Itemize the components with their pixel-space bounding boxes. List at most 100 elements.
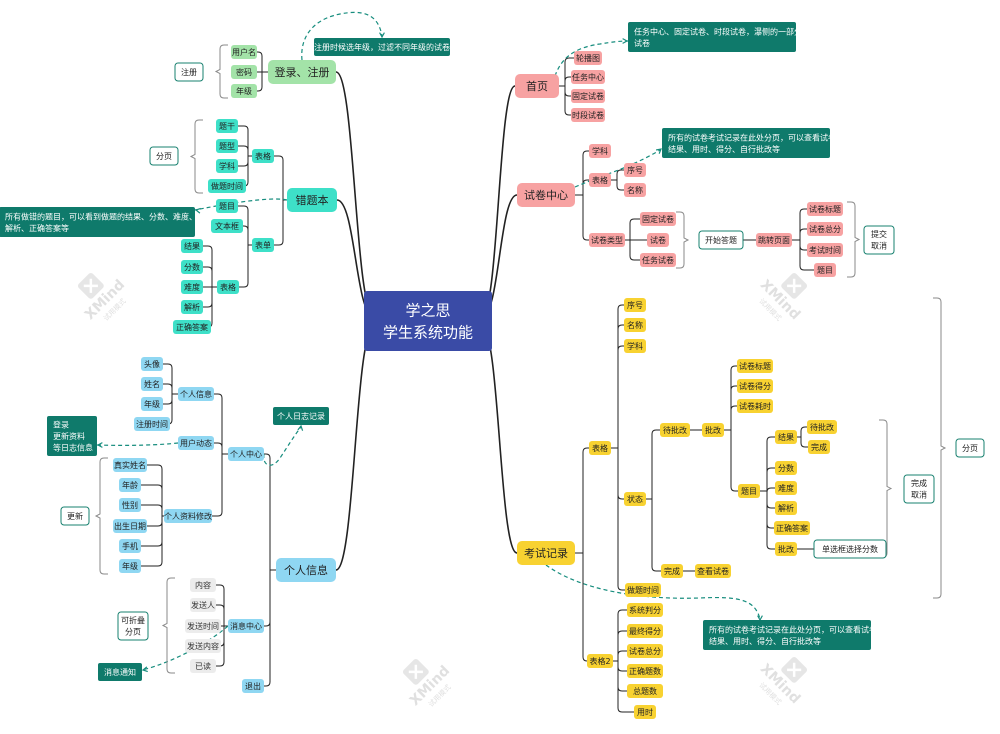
record-table-item-0[interactable]: 序号 [624,298,646,312]
exam-record-note[interactable]: 所有的试卷考试记录在此处分页，可以查看试卷结果、用时、得分、自行批改等 [703,620,877,650]
wrong-table-item-3[interactable]: 做题时间 [208,179,246,193]
jump-item-2[interactable]: 考试时间 [807,243,843,257]
wrong-table-item-0[interactable]: 题干 [216,119,238,133]
profile-modify-item-0[interactable]: 真实姓名 [113,458,147,472]
profile-modify-item-2[interactable]: 性别 [119,498,141,512]
jump-item-1[interactable]: 试卷总分 [807,222,843,236]
record-table2[interactable]: 表格2 [587,654,613,668]
wrong-book-note[interactable]: 所有做错的题目，可以看到做题的结果、分数、难度、解析、正确答案等 [0,207,197,237]
branch-exam-center[interactable]: 试卷中心 [517,183,575,207]
login-field-2[interactable]: 年级 [231,84,257,98]
status-pending[interactable]: 待批改 [660,423,690,437]
result-node[interactable]: 结果 [775,430,797,444]
home-item-0[interactable]: 轮播图 [574,51,602,65]
profile-modify-item-5[interactable]: 年级 [119,559,141,573]
question-item-0[interactable]: 分数 [775,461,797,475]
personal-center[interactable]: 个人中心 [228,447,264,461]
message-item-1[interactable]: 发送人 [190,598,216,612]
result-done[interactable]: 完成 [808,440,830,454]
branch-login[interactable]: 登录、注册 [268,60,336,84]
profile-modify-item-4[interactable]: 手机 [119,539,141,553]
jump-item-0[interactable]: 试卷标题 [807,202,843,216]
question-node[interactable]: 题目 [738,484,760,498]
wrong-form-table-item-1[interactable]: 分数 [181,260,203,274]
personal-log-note[interactable]: 个人日志记录 [273,407,329,425]
message-item-3[interactable]: 发送内容 [185,639,221,653]
status-done[interactable]: 完成 [661,564,683,578]
record-table2-item-0[interactable]: 系统判分 [627,603,663,617]
record-table2-item-4[interactable]: 总题数 [627,684,663,698]
record-time[interactable]: 做题时间 [625,583,661,597]
record-summary-outer[interactable]: 分页 [955,438,985,458]
home-item-1[interactable]: 任务中心 [571,70,605,84]
branch-exam-record[interactable]: 考试记录 [517,541,575,565]
exam-center-table[interactable]: 表格 [589,173,611,187]
record-table2-item-3[interactable]: 正确题数 [627,664,663,678]
wrong-table-item-1[interactable]: 题型 [216,139,238,153]
wrong-table-summary[interactable]: 分页 [149,146,179,166]
correct-node[interactable]: 批改 [702,423,724,437]
home-item-3[interactable]: 时段试卷 [571,108,605,122]
question-item-3[interactable]: 正确答案 [774,521,810,535]
exam-center-subject[interactable]: 学科 [589,144,611,158]
start-answer-button[interactable]: 开始答题 [698,230,744,250]
profile-modify-summary[interactable]: 更新 [60,506,90,526]
record-table2-item-2[interactable]: 试卷总分 [627,644,663,658]
profile-modify[interactable]: 个人资料修改 [164,509,212,523]
home-note[interactable]: 任务中心、固定试卷、时段试卷，瀑侧的一部分试卷 [628,22,802,52]
grade-target[interactable]: 单选框选择分数 [813,539,887,559]
result-pending[interactable]: 待批改 [807,420,837,434]
wrong-form-table-item-3[interactable]: 解析 [181,300,203,314]
record-table-item-1[interactable]: 名称 [624,318,646,332]
record-table2-item-5[interactable]: 用时 [634,705,656,719]
user-dynamic[interactable]: 用户动态 [178,436,214,450]
record-table2-item-1[interactable]: 最终得分 [627,624,663,638]
question-item-1[interactable]: 难度 [775,481,797,495]
login-summary-register[interactable]: 注册 [174,62,204,82]
personal-info-item-1[interactable]: 姓名 [141,377,163,391]
branch-wrong-book[interactable]: 错题本 [287,188,337,212]
profile-modify-item-1[interactable]: 年龄 [119,478,141,492]
correct-item-0[interactable]: 试卷标题 [737,359,773,373]
logout[interactable]: 退出 [242,679,264,693]
wrong-form-table[interactable]: 表格 [217,280,239,294]
wrong-form-item-1[interactable]: 文本框 [211,219,243,233]
message-center[interactable]: 消息中心 [228,619,264,633]
personal-info-item-3[interactable]: 注册时间 [134,417,170,431]
exam-center-table-item-0[interactable]: 序号 [624,163,646,177]
wrong-form-item-0[interactable]: 题目 [216,199,238,213]
jump-page[interactable]: 跳转页面 [756,233,792,247]
personal-info-item-2[interactable]: 年级 [141,397,163,411]
message-item-4[interactable]: 已读 [190,659,216,673]
record-table-item-2[interactable]: 学科 [624,339,646,353]
exam-center-type[interactable]: 试卷类型 [589,233,625,247]
record-table[interactable]: 表格 [589,441,611,455]
exam-center-type-item-2[interactable]: 任务试卷 [640,253,676,267]
home-item-2[interactable]: 固定试卷 [571,89,605,103]
correct-item-1[interactable]: 试卷得分 [737,379,773,393]
exam-center-note[interactable]: 所有的试卷考试记录在此处分页，可以查看试卷结果、用时、得分、自行批改等 [662,128,836,158]
login-field-0[interactable]: 用户名 [231,45,257,59]
personal-info-item-0[interactable]: 头像 [141,357,163,371]
wrong-form-table-item-2[interactable]: 难度 [181,280,203,294]
wrong-table[interactable]: 表格 [252,149,274,163]
grade-node[interactable]: 批改 [775,542,797,556]
message-item-2[interactable]: 发送时间 [185,619,221,633]
message-item-0[interactable]: 内容 [190,578,216,592]
login-note[interactable]: 注册时候选年级，过滤不同年级的试卷 [314,38,450,56]
wrong-table-item-2[interactable]: 学科 [216,159,238,173]
branch-home[interactable]: 首页 [515,74,559,98]
message-note[interactable]: 消息通知 [98,663,142,681]
question-item-2[interactable]: 解析 [775,501,797,515]
login-field-1[interactable]: 密码 [231,65,257,79]
branch-personal-info[interactable]: 个人信息 [276,558,336,582]
exam-center-type-item-0[interactable]: 固定试卷 [640,212,676,226]
record-status[interactable]: 状态 [624,492,646,506]
profile-modify-item-3[interactable]: 出生日期 [113,519,147,533]
correct-item-2[interactable]: 试卷耗时 [737,399,773,413]
wrong-form-table-item-4[interactable]: 正确答案 [173,320,211,334]
